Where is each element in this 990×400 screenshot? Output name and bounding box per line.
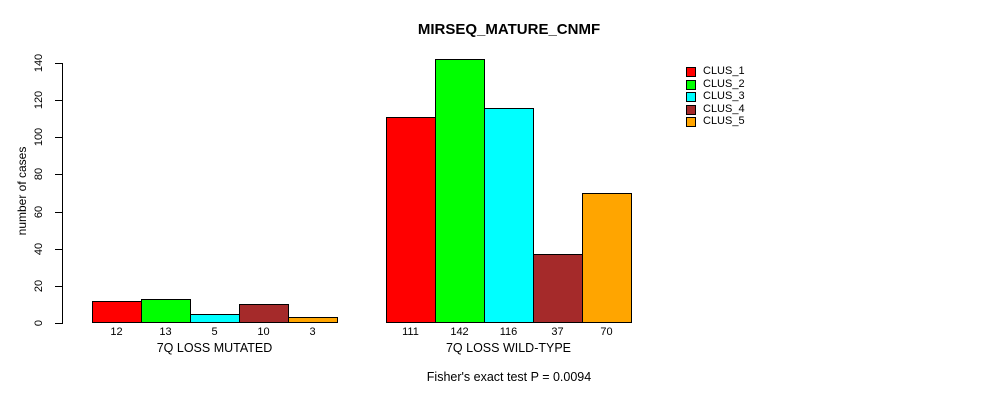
- y-axis-tick: [55, 137, 62, 139]
- legend-item: CLUS_1: [686, 66, 745, 77]
- y-axis-tick-label-text: 0: [33, 319, 45, 327]
- y-axis-tick-label-text: 120: [33, 90, 45, 110]
- bar-value-label: 111: [402, 326, 419, 338]
- bar-value-label: 13: [159, 326, 172, 338]
- legend-item: CLUS_2: [686, 79, 745, 90]
- bar-value-label: 10: [257, 326, 270, 338]
- y-axis-tick: [55, 211, 62, 213]
- bar-clus-2-wild-type: [435, 59, 485, 323]
- y-axis-tick-label-text: 80: [33, 168, 45, 181]
- legend-item: CLUS_5: [686, 116, 745, 127]
- y-axis-tick-label-text: 20: [33, 279, 45, 292]
- y-axis-tick: [55, 323, 62, 324]
- legend-swatch-clus-5: [686, 116, 696, 127]
- legend-item-label: CLUS_4: [703, 103, 745, 115]
- bar-clus-1-wild-type: [386, 117, 436, 323]
- bar-clus-3-wild-type: [484, 108, 534, 323]
- bar-value-label: 142: [450, 326, 469, 338]
- legend-swatch-clus-4: [686, 104, 696, 115]
- bar-value-label: 37: [551, 326, 564, 338]
- y-axis-tick: [55, 285, 62, 287]
- legend-swatch-clus-3: [686, 91, 696, 102]
- bar-clus-3-mutated: [190, 314, 240, 323]
- legend-item-label: CLUS_5: [703, 115, 745, 127]
- group-label: 7Q LOSS WILD-TYPE: [445, 340, 572, 355]
- bar-value-label: 116: [499, 326, 518, 338]
- bar-clus-4-mutated: [239, 304, 289, 323]
- bar-clus-1-mutated: [92, 301, 142, 323]
- y-axis-tick: [55, 174, 62, 176]
- y-axis-tick: [55, 248, 62, 250]
- bar-value-label: 12: [110, 326, 123, 338]
- bar-value-label: 5: [211, 326, 218, 338]
- legend-swatch-clus-2: [686, 79, 696, 90]
- bar-value-label: 3: [309, 326, 316, 338]
- y-axis-tick-label-text: 100: [33, 128, 45, 147]
- legend-swatch-clus-1: [686, 66, 696, 77]
- chart-title: MIRSEQ_MATURE_CNMF: [417, 21, 601, 38]
- y-axis-tick-label-text: 40: [33, 242, 45, 255]
- y-axis-tick: [55, 63, 62, 64]
- bar-value-label: 70: [600, 326, 613, 338]
- bar-clus-2-mutated: [141, 299, 191, 323]
- fisher-test-annotation: Fisher's exact test P = 0.0094: [426, 370, 592, 384]
- bar-clus-4-wild-type: [533, 254, 583, 323]
- y-axis-tick-label-text: 60: [33, 205, 45, 218]
- legend-item: CLUS_4: [686, 104, 745, 115]
- y-axis-tick: [55, 100, 62, 102]
- y-axis-tick-label-text: 140: [33, 53, 45, 73]
- bar-clus-5-mutated: [288, 317, 338, 323]
- legend-item-label: CLUS_1: [703, 65, 745, 77]
- legend-item: CLUS_3: [686, 91, 745, 102]
- legend-item-label: CLUS_3: [703, 90, 745, 102]
- group-label: 7Q LOSS MUTATED: [156, 340, 273, 355]
- bar-clus-5-wild-type: [582, 193, 632, 323]
- legend-item-label: CLUS_2: [703, 78, 745, 90]
- y-axis-line: [62, 63, 63, 324]
